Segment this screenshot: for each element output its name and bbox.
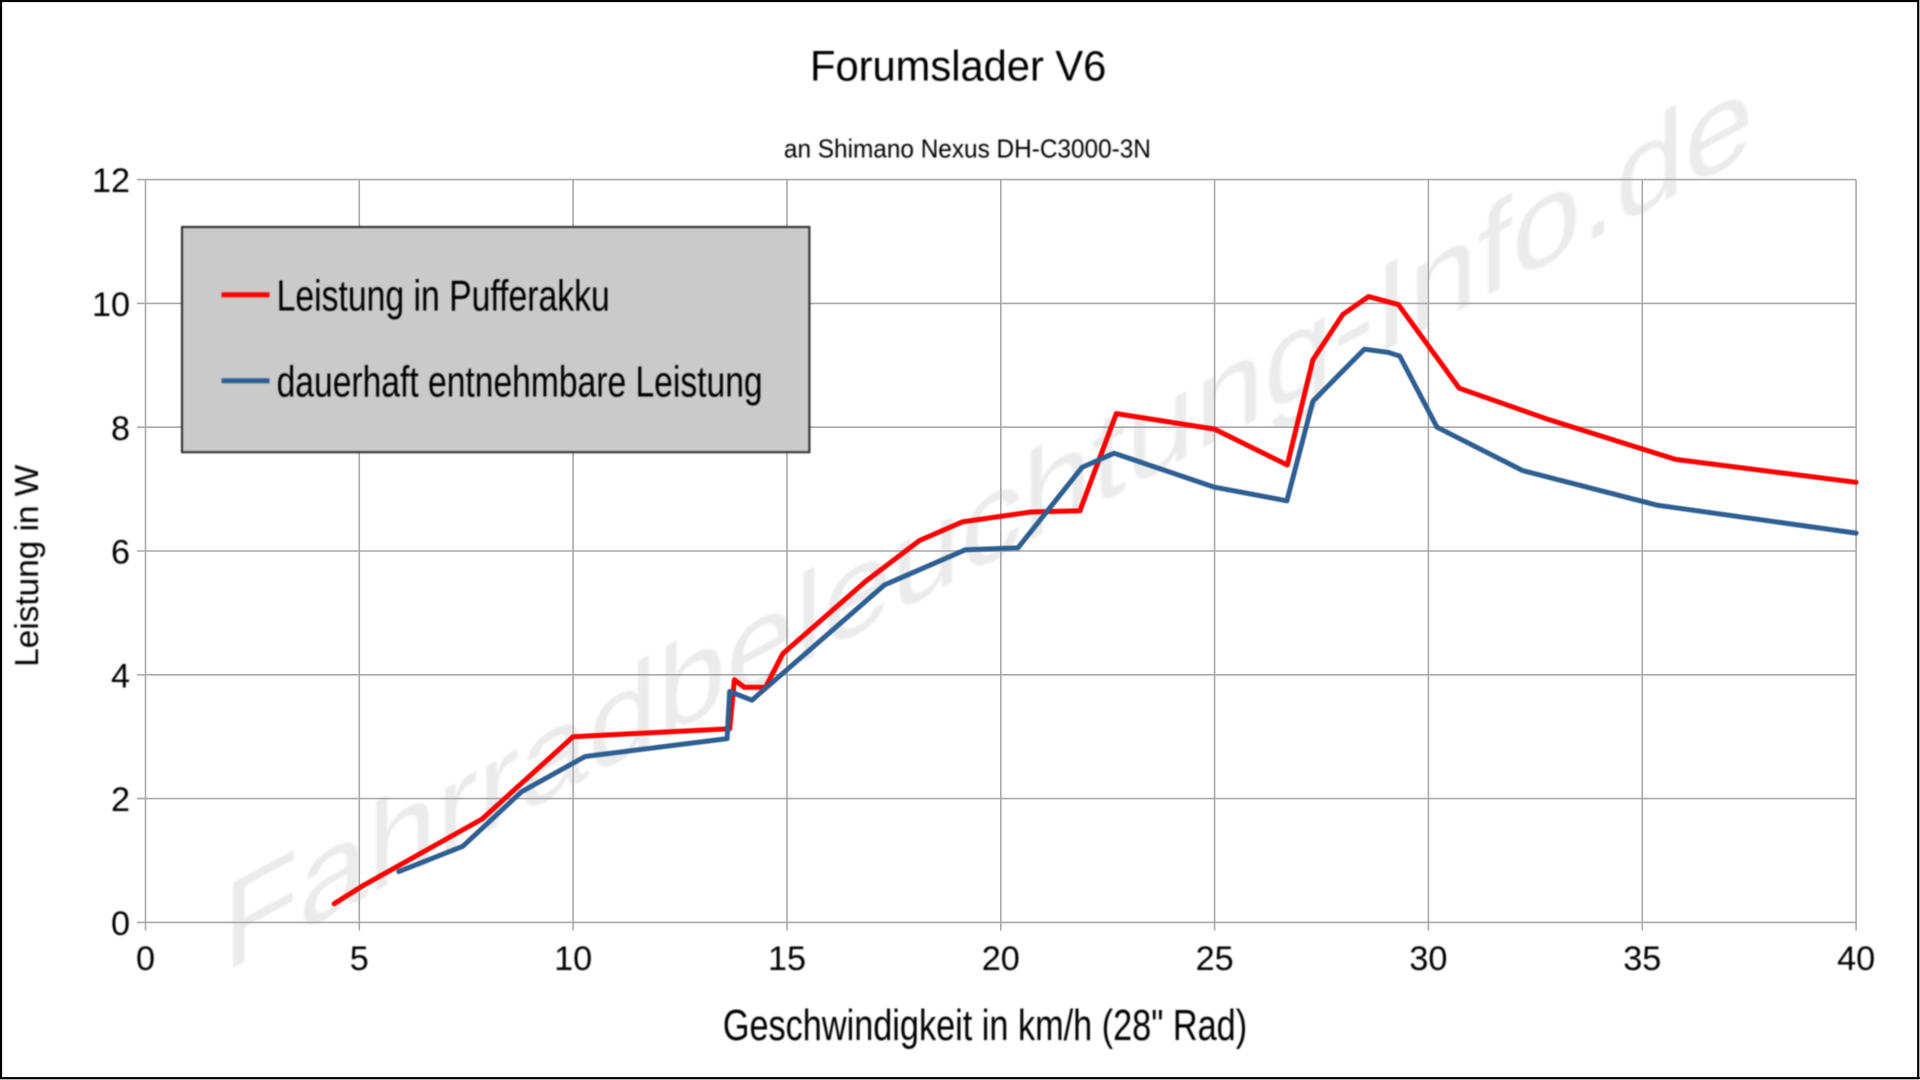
svg-text:Geschwindigkeit in km/h (28" R: Geschwindigkeit in km/h (28" Rad) (723, 1002, 1247, 1050)
svg-text:Leistung in Pufferakku: Leistung in Pufferakku (277, 273, 610, 321)
svg-text:35: 35 (1623, 940, 1661, 978)
svg-text:dauerhaft entnehmbare Leistung: dauerhaft entnehmbare Leistung (277, 358, 763, 406)
svg-text:2: 2 (111, 781, 130, 819)
svg-text:0: 0 (136, 940, 155, 978)
svg-text:25: 25 (1196, 940, 1234, 978)
svg-text:6: 6 (111, 534, 130, 572)
svg-text:10: 10 (554, 940, 592, 978)
svg-text:10: 10 (92, 286, 130, 324)
svg-text:Forumslader V6: Forumslader V6 (810, 42, 1106, 90)
svg-text:40: 40 (1837, 940, 1875, 978)
svg-text:30: 30 (1409, 940, 1447, 978)
svg-text:Leistung in W: Leistung in W (9, 464, 46, 666)
svg-text:12: 12 (92, 162, 130, 200)
svg-text:0: 0 (111, 905, 130, 943)
svg-text:15: 15 (768, 940, 806, 978)
svg-text:an Shimano Nexus DH-C3000-3N: an Shimano Nexus DH-C3000-3N (784, 134, 1151, 164)
svg-text:Fahrradbeleuchtung-Info.de: Fahrradbeleuchtung-Info.de (223, 41, 1753, 1000)
svg-text:5: 5 (350, 940, 369, 978)
svg-text:4: 4 (111, 657, 130, 695)
svg-text:8: 8 (111, 410, 130, 448)
svg-text:20: 20 (982, 940, 1020, 978)
